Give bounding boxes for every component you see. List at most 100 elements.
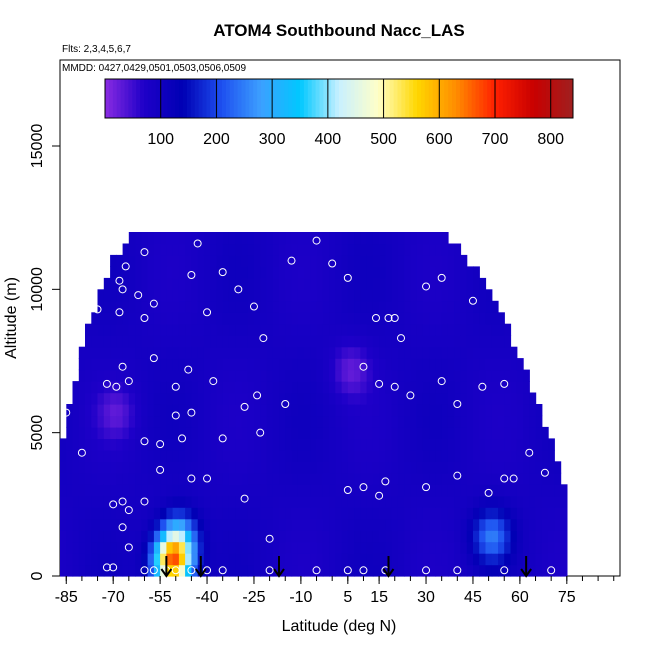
- heat-cell: [491, 530, 499, 543]
- heat-cell: [354, 541, 361, 554]
- colorbar-segment: [378, 79, 383, 118]
- colorbar-tick-label: 400: [315, 131, 342, 148]
- sample-point: [500, 296, 509, 305]
- heat-cell: [447, 369, 455, 382]
- heat-cell: [397, 518, 405, 531]
- heat-cell: [191, 392, 199, 405]
- heat-cell: [447, 541, 455, 554]
- heat-cell: [435, 484, 443, 497]
- heat-cell: [535, 495, 543, 508]
- x-tick-label: -70: [102, 589, 125, 606]
- heat-cell: [304, 507, 311, 520]
- sample-point: [240, 402, 249, 411]
- heat-cell: [247, 369, 255, 382]
- colorbar-tick-label: 800: [537, 131, 564, 148]
- heat-cell: [128, 404, 136, 417]
- heat-cell: [122, 507, 130, 520]
- heat-cell: [128, 232, 136, 245]
- heat-cell: [347, 507, 355, 520]
- heat-cell: [72, 449, 80, 462]
- heat-cell: [304, 312, 311, 325]
- heat-cell: [410, 472, 418, 485]
- heat-cell: [429, 472, 437, 485]
- heat-cell: [410, 300, 418, 313]
- heat-cell: [422, 300, 430, 313]
- heat-cell: [341, 530, 349, 543]
- heat-cell: [122, 426, 130, 439]
- heat-cell: [210, 495, 218, 508]
- heat-cell: [404, 415, 411, 428]
- heat-cell: [372, 266, 380, 279]
- heat-cell: [329, 541, 336, 554]
- heat-cell: [285, 449, 293, 462]
- heat-cell: [110, 518, 117, 531]
- heat-cell: [85, 381, 92, 394]
- heat-cell: [97, 449, 105, 462]
- heat-cell: [178, 369, 186, 382]
- heat-cell: [110, 426, 117, 439]
- heat-cell: [260, 438, 268, 451]
- heat-cell: [291, 369, 299, 382]
- sample-point: [140, 566, 149, 575]
- heat-cell: [279, 415, 286, 428]
- heat-cell: [416, 438, 424, 451]
- heat-cell: [222, 449, 230, 462]
- heat-cell: [291, 358, 299, 371]
- heat-cell: [491, 358, 499, 371]
- heat-cell: [266, 404, 274, 417]
- heat-cell: [310, 553, 318, 566]
- heat-cell: [279, 254, 286, 267]
- heat-cell: [235, 369, 243, 382]
- heat-cell: [304, 277, 311, 290]
- heat-cell: [523, 415, 530, 428]
- heat-cell: [135, 254, 142, 267]
- colorbar-segment: [358, 79, 363, 118]
- heat-cell: [491, 438, 499, 451]
- sample-point: [112, 382, 121, 391]
- heat-cell: [128, 369, 136, 382]
- heat-cell: [153, 404, 161, 417]
- heat-cell: [360, 518, 368, 531]
- heat-cell: [460, 312, 468, 325]
- heat-cell: [322, 484, 330, 497]
- heat-cell: [441, 392, 449, 405]
- heat-cell: [116, 507, 124, 520]
- heat-cell: [447, 277, 455, 290]
- heat-cell: [429, 312, 437, 325]
- heat-cell: [210, 312, 218, 325]
- heat-cell: [97, 392, 105, 405]
- heat-cell: [241, 507, 249, 520]
- heat-cell: [228, 232, 236, 245]
- heat-cell: [228, 346, 236, 359]
- heat-cell: [197, 530, 205, 543]
- heat-cell: [516, 358, 524, 371]
- heat-cell: [147, 404, 155, 417]
- heat-cell: [322, 323, 330, 336]
- heat-cell: [335, 484, 343, 497]
- heat-cell: [285, 415, 293, 428]
- heat-cell: [535, 507, 543, 520]
- heat-cell: [454, 553, 462, 566]
- heat-cell: [441, 438, 449, 451]
- heat-cell: [491, 449, 499, 462]
- heat-cell: [385, 369, 393, 382]
- heat-cell: [554, 472, 562, 485]
- heat-cell: [97, 472, 105, 485]
- heat-cell: [203, 484, 211, 497]
- heat-cell: [285, 289, 293, 302]
- heat-cell: [404, 564, 411, 577]
- heat-cell: [385, 415, 393, 428]
- heat-cell: [304, 541, 311, 554]
- heat-cell: [498, 404, 505, 417]
- colorbar-segment: [549, 79, 554, 118]
- heat-cell: [329, 564, 336, 577]
- heat-cell: [410, 266, 418, 279]
- heat-cell: [360, 254, 368, 267]
- colorbar-tick-label: 300: [259, 131, 286, 148]
- heat-cell: [454, 564, 462, 577]
- heat-cell: [153, 277, 161, 290]
- heat-cell: [247, 254, 255, 267]
- heat-cell: [141, 277, 149, 290]
- heat-cell: [147, 323, 155, 336]
- heat-cell: [110, 289, 117, 302]
